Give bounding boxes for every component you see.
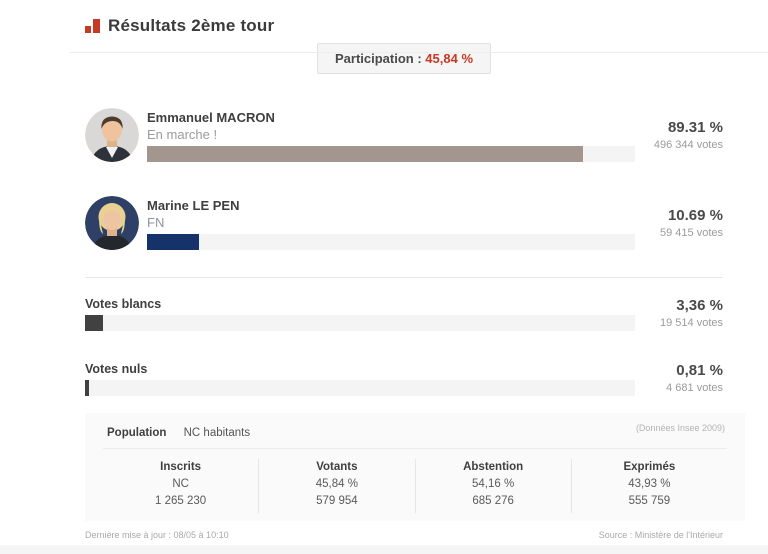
result-bar-fill xyxy=(85,315,104,331)
bar-chart-icon xyxy=(85,19,100,33)
column-percent: 54,16 % xyxy=(472,478,515,490)
result-bar-fill xyxy=(85,380,90,396)
stats-col-exprimes: Exprimés 43,93 % 555 759 xyxy=(570,459,727,513)
column-percent: 45,84 % xyxy=(315,478,358,490)
column-count: 555 759 xyxy=(628,495,671,507)
section-divider xyxy=(85,277,723,278)
percent-value: 3,36 % xyxy=(676,297,723,314)
percent-value: 0,81 % xyxy=(676,362,723,379)
page-title: Résultats 2ème tour xyxy=(108,16,275,35)
candidate-row-lepen: Marine LE PEN FN 10.69 % 59 415 votes xyxy=(85,196,723,250)
votes-blancs-label: Votes blancs xyxy=(85,297,162,311)
participation-badge: Participation : 45,84 % xyxy=(316,43,491,74)
population-label: Population xyxy=(107,427,167,439)
column-count: 1 265 230 xyxy=(155,495,207,507)
footer: Dernière mise à jour : 08/05 à 10:10 Sou… xyxy=(85,530,723,540)
population-value: NC habitants xyxy=(183,427,251,439)
stats-col-inscrits: Inscrits NC 1 265 230 xyxy=(103,459,258,513)
column-count: 685 276 xyxy=(472,495,514,507)
macron-portrait-icon xyxy=(85,108,139,162)
column-header: Abstention xyxy=(463,461,524,473)
candidate-party: FN xyxy=(147,215,165,230)
votes-count: 19 514 votes xyxy=(660,317,723,329)
column-percent: NC xyxy=(172,478,189,490)
votes-count: 4 681 votes xyxy=(666,382,723,394)
result-bar-fill xyxy=(147,234,200,250)
percent-value: 89.31 % xyxy=(667,119,723,136)
avatar-lepen-portrait xyxy=(85,196,139,250)
stats-table: Inscrits NC 1 265 230 Votants 45,84 % 57… xyxy=(103,459,727,513)
bottom-band xyxy=(0,545,768,554)
lepen-portrait-icon xyxy=(85,196,139,250)
result-bar-track xyxy=(85,315,635,331)
candidate-party: En marche ! xyxy=(147,127,218,142)
candidate-row-macron: Emmanuel MACRON En marche ! 89.31 % 496 … xyxy=(85,108,723,162)
votes-blancs-row: Votes blancs 3,36 % 19 514 votes xyxy=(85,297,723,331)
population-row: Population NC habitants xyxy=(103,424,727,449)
participation-value: 45,84 % xyxy=(425,51,473,66)
percent-value: 10.69 % xyxy=(667,207,723,224)
column-percent: 43,93 % xyxy=(628,478,671,490)
column-header: Exprimés xyxy=(623,461,676,473)
stats-col-votants: Votants 45,84 % 579 954 xyxy=(258,459,414,513)
column-count: 579 954 xyxy=(316,495,358,507)
result-bar-fill xyxy=(147,146,583,162)
votes-count: 59 415 votes xyxy=(660,227,723,239)
stats-col-abstention: Abstention 54,16 % 685 276 xyxy=(414,459,571,513)
votes-nuls-label: Votes nuls xyxy=(85,362,148,376)
candidates-section: Emmanuel MACRON En marche ! 89.31 % 496 … xyxy=(85,108,723,250)
result-bar-track xyxy=(85,380,635,396)
column-header: Votants xyxy=(316,461,358,473)
last-update-text: Dernière mise à jour : 08/05 à 10:10 xyxy=(85,530,229,540)
insee-note: (Données Insee 2009) xyxy=(635,423,725,433)
stats-panel: (Données Insee 2009) Population NC habit… xyxy=(85,413,745,521)
result-bar-track xyxy=(147,234,635,250)
candidate-name: Marine LE PEN xyxy=(147,198,240,213)
votes-nuls-row: Votes nuls 0,81 % 4 681 votes xyxy=(85,362,723,396)
candidate-name: Emmanuel MACRON xyxy=(147,110,275,125)
result-bar-track xyxy=(147,146,635,162)
participation-label: Participation : xyxy=(334,51,422,66)
column-header: Inscrits xyxy=(160,461,202,473)
votes-count: 496 344 votes xyxy=(653,139,723,151)
header: Résultats 2ème tour xyxy=(85,0,723,35)
header-divider xyxy=(70,52,768,53)
avatar-macron-portrait xyxy=(85,108,139,162)
source-text: Source : Ministère de l'Intérieur xyxy=(598,530,723,540)
